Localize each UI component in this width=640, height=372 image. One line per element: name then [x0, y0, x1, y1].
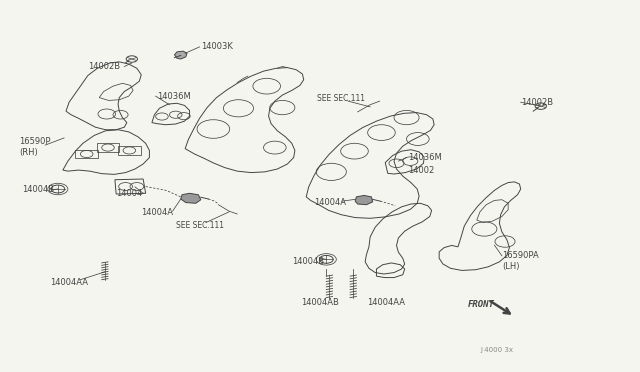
Text: 14004A: 14004A: [314, 198, 346, 207]
Polygon shape: [175, 51, 187, 59]
Text: 14003K: 14003K: [201, 42, 233, 51]
Text: 14004AA: 14004AA: [51, 278, 88, 287]
Text: SEE SEC.111: SEE SEC.111: [317, 94, 365, 103]
Text: 14004B: 14004B: [292, 257, 324, 266]
Text: 14002: 14002: [408, 166, 434, 174]
Text: 14036M: 14036M: [408, 153, 442, 162]
Polygon shape: [180, 193, 201, 203]
Text: 14004: 14004: [116, 189, 143, 198]
Text: 14004B: 14004B: [22, 185, 54, 194]
Text: 14004A: 14004A: [141, 208, 173, 217]
Text: FRONT: FRONT: [467, 300, 494, 309]
Text: 14004AB: 14004AB: [301, 298, 339, 307]
Text: 14002B: 14002B: [521, 98, 553, 107]
Text: 16590PA
(LH): 16590PA (LH): [502, 251, 539, 271]
Text: 14036M: 14036M: [157, 92, 191, 101]
Polygon shape: [355, 195, 372, 205]
Text: 16590P
(RH): 16590P (RH): [19, 137, 51, 157]
Text: 14002B: 14002B: [88, 62, 120, 71]
Text: SEE SEC.111: SEE SEC.111: [176, 221, 224, 230]
Text: 14004AA: 14004AA: [367, 298, 405, 307]
Text: J 4000 3x: J 4000 3x: [480, 347, 513, 353]
